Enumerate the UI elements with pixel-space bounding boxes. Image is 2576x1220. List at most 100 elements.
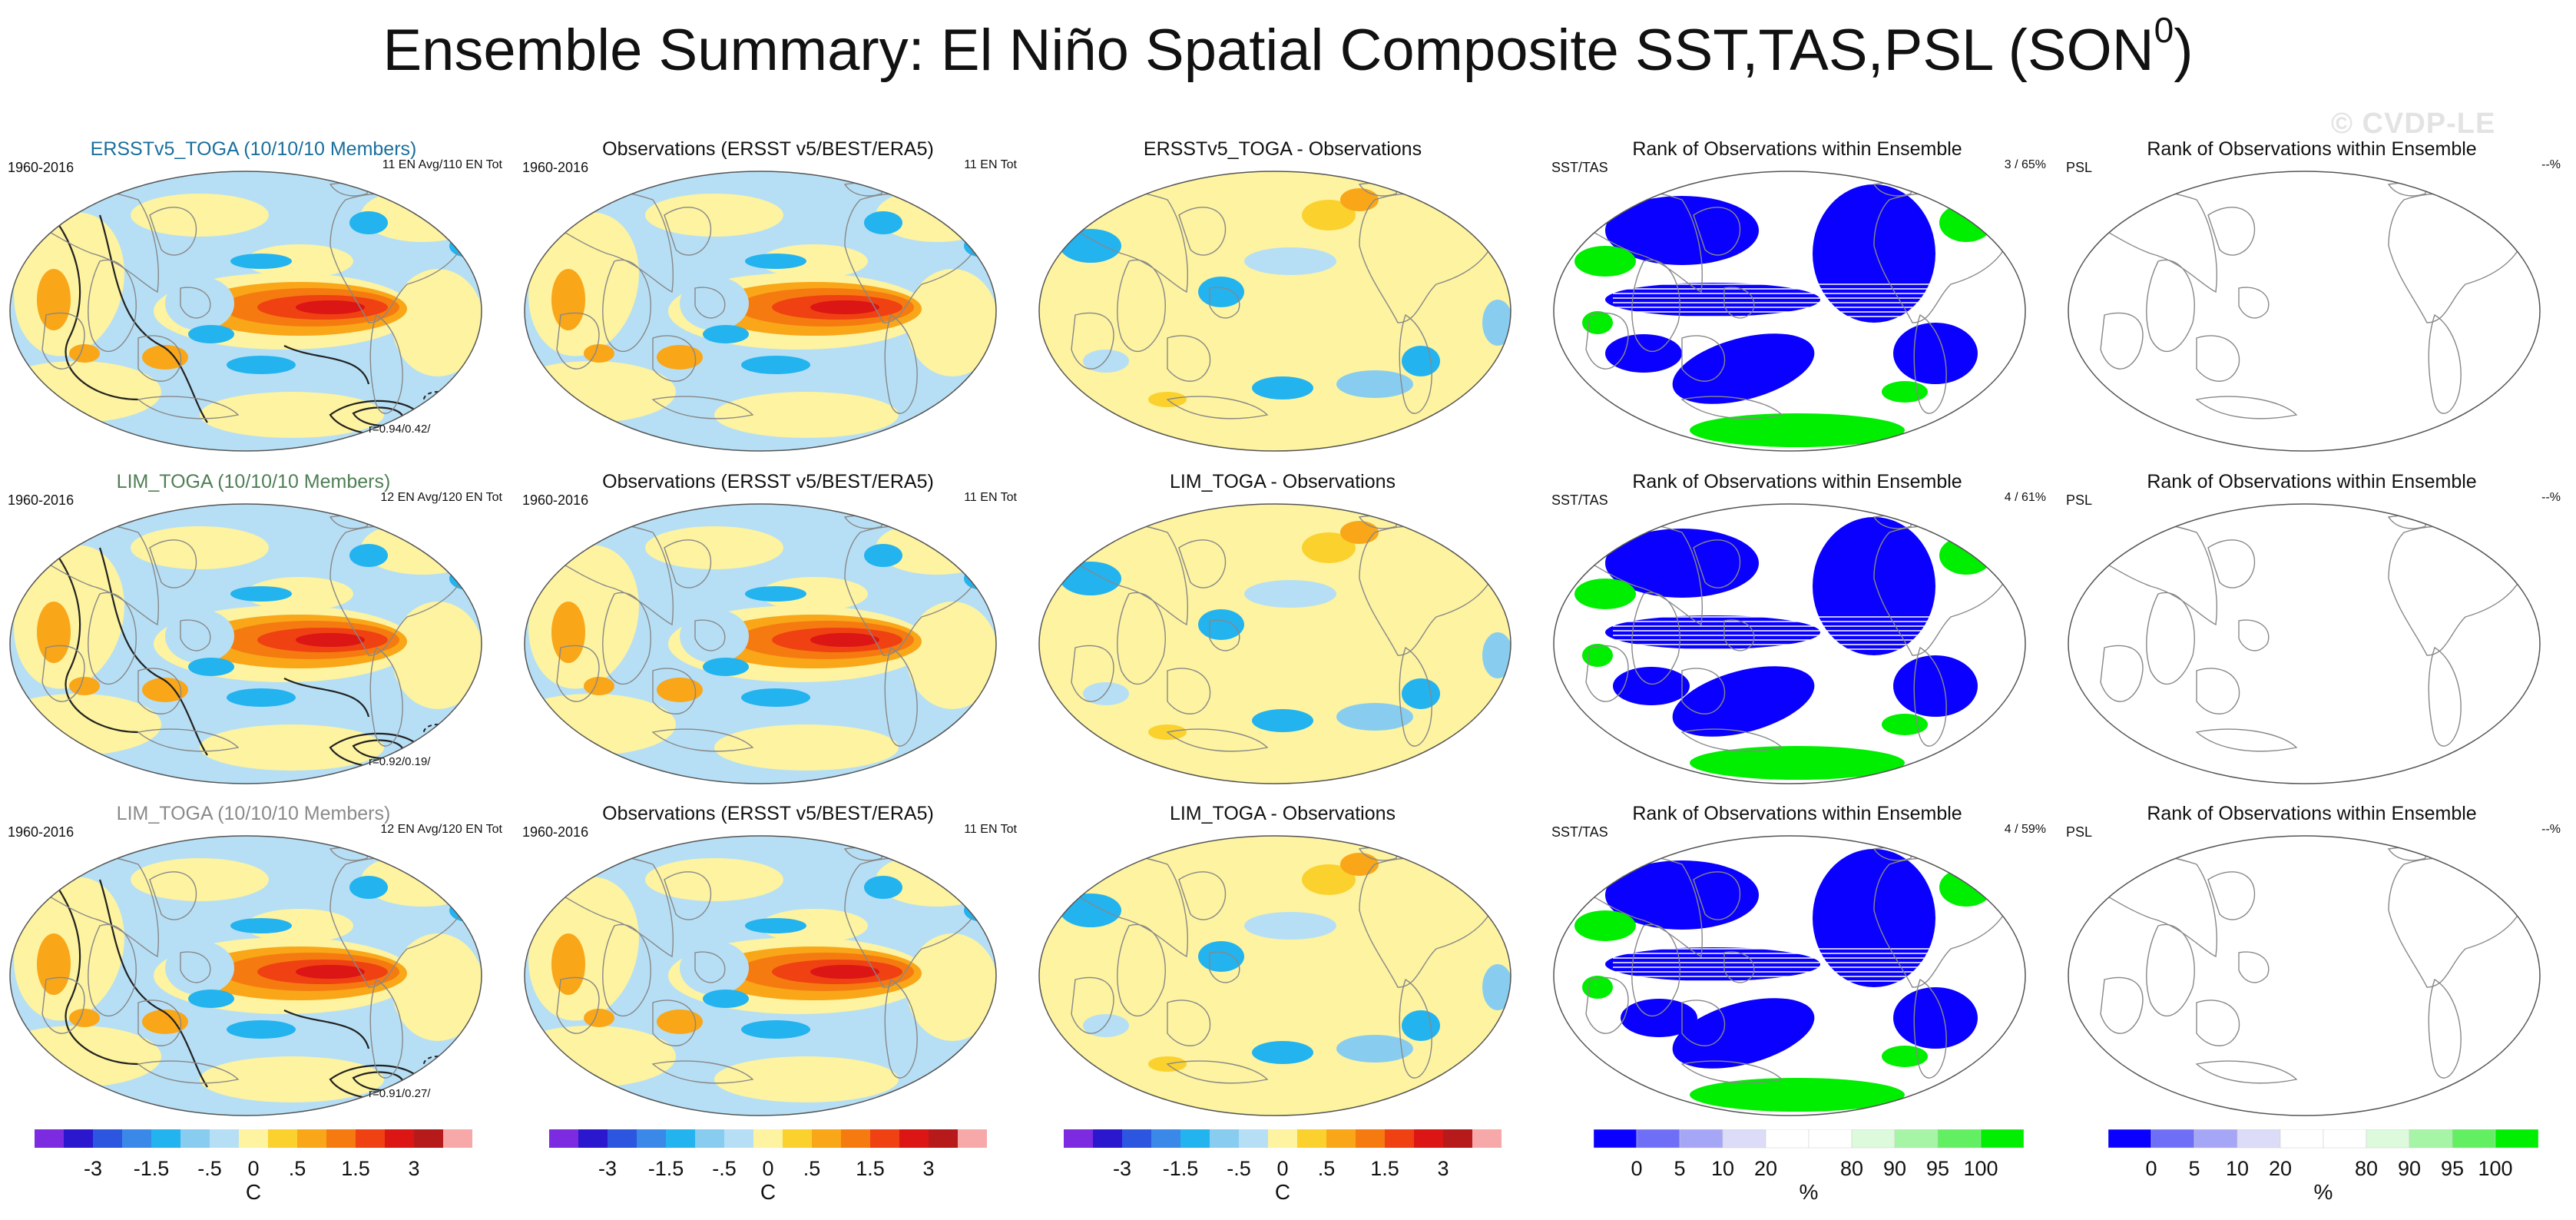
panel-right-label: 12 EN Avg/120 EN Tot bbox=[380, 823, 502, 836]
warm-region bbox=[37, 602, 71, 663]
cool-region bbox=[1244, 912, 1336, 940]
panel-r1-c5: Rank of Observations within Ensemble PSL -… bbox=[2058, 115, 2565, 452]
rank-low-region bbox=[1605, 334, 1682, 373]
rank-high-region bbox=[1582, 644, 1613, 667]
coastline bbox=[651, 396, 754, 419]
colorbar-swatch bbox=[1722, 1129, 1766, 1149]
coastline bbox=[1399, 313, 1432, 414]
map-plot bbox=[1553, 171, 2026, 452]
map-border bbox=[2068, 171, 2541, 452]
colorbar-swatch bbox=[1593, 1129, 1637, 1149]
map-border bbox=[1553, 171, 2026, 452]
coastline bbox=[137, 1000, 182, 1046]
warm-region bbox=[760, 577, 868, 611]
psl-contour bbox=[38, 864, 139, 1066]
panel-left-label: 1960-2016 bbox=[8, 160, 74, 175]
coastline bbox=[884, 313, 918, 414]
panel-r1-c3: ERSSTv5_TOGA - Observations bbox=[1029, 115, 1536, 452]
coastline bbox=[369, 313, 403, 414]
cool-region bbox=[1198, 609, 1244, 640]
colorbar-tick-label: 5 bbox=[1674, 1157, 1686, 1180]
map-field bbox=[1039, 836, 1511, 1116]
coastline bbox=[1209, 287, 1240, 319]
colorbar-swatch bbox=[1210, 1129, 1239, 1148]
panel-title: Rank of Observations within Ensemble bbox=[1632, 803, 1962, 824]
map-plot bbox=[1038, 503, 1511, 784]
cool-region bbox=[15, 221, 46, 240]
coastline bbox=[2195, 396, 2298, 419]
colorbar-tick-label: 20 bbox=[1753, 1157, 1778, 1180]
cool-region bbox=[1060, 229, 1121, 263]
coastline bbox=[1117, 592, 1166, 685]
coastline bbox=[1693, 207, 1741, 256]
warm-region bbox=[645, 194, 783, 237]
panel-r3-c3: LIM_TOGA - Observations bbox=[1029, 780, 1536, 1116]
rank-high-region bbox=[1882, 381, 1928, 403]
coastline bbox=[602, 259, 651, 353]
colorbar-swatch bbox=[783, 1129, 812, 1148]
colorbar-tick-label: 10 bbox=[1710, 1157, 1735, 1180]
cool-region bbox=[230, 586, 292, 602]
map-border bbox=[9, 171, 482, 452]
colorbar-tick-label: -1.5 bbox=[133, 1157, 170, 1180]
cool-region bbox=[680, 941, 749, 995]
rank-high-region bbox=[1939, 868, 1993, 907]
colorbar-tick-label: .5 bbox=[803, 1157, 821, 1180]
cool-region bbox=[1402, 1010, 1440, 1041]
colorbar-swatch bbox=[1385, 1129, 1414, 1148]
pattern-correlation: r=0.92/0.19/ bbox=[369, 755, 431, 768]
colorbar-tick-label: 0 bbox=[1631, 1157, 1643, 1180]
panel-title: Rank of Observations within Ensemble bbox=[2147, 138, 2477, 160]
map-field bbox=[1554, 171, 2025, 451]
coastline bbox=[884, 978, 918, 1079]
panel-r3-c1: LIM_TOGA (10/10/10 Members) 1960-2016 12 E… bbox=[0, 780, 507, 1116]
enso-tongue bbox=[296, 633, 365, 647]
coastline bbox=[2146, 923, 2195, 1017]
colorbar: -3 -1.5 -.5 0 .5 1.5 3 C bbox=[35, 1129, 472, 1204]
warm-region bbox=[142, 678, 188, 702]
cool-region bbox=[1244, 580, 1336, 608]
warm-region bbox=[69, 1009, 100, 1027]
panel-left-label: 1960-2016 bbox=[522, 824, 589, 840]
coastline bbox=[1178, 539, 1227, 588]
coastline bbox=[694, 619, 726, 651]
cool-region bbox=[1198, 941, 1244, 972]
map-plot bbox=[1553, 503, 2026, 784]
cool-region bbox=[227, 1020, 296, 1039]
cool-region bbox=[1083, 350, 1129, 373]
warm-region bbox=[142, 1009, 188, 1034]
coastline bbox=[2196, 668, 2240, 714]
rank-low-region bbox=[1621, 999, 1697, 1037]
colorbar-tick-label: 0 bbox=[2145, 1157, 2157, 1180]
cool-region bbox=[165, 277, 234, 330]
warm-region bbox=[142, 345, 188, 370]
coastline bbox=[88, 923, 137, 1017]
colorbar-swatch bbox=[1679, 1129, 1723, 1149]
coastline bbox=[41, 312, 85, 370]
colorbar: 0 5 10 20 80 90 95 100% bbox=[2107, 1129, 2539, 1204]
psl-contour bbox=[283, 345, 370, 385]
colorbar-swatch bbox=[1765, 1129, 1809, 1149]
enso-tongue bbox=[296, 300, 365, 314]
coastline bbox=[137, 335, 182, 382]
warm-region bbox=[1340, 853, 1379, 876]
coastline bbox=[1071, 312, 1114, 370]
coastline bbox=[1166, 1060, 1269, 1084]
panel-title: ERSSTv5_TOGA (10/10/10 Members) bbox=[90, 138, 417, 160]
warm-region bbox=[584, 1009, 614, 1027]
panel-r3-c2: Observations (ERSST v5/BEST/ERA5) 1960-20… bbox=[515, 780, 1021, 1116]
panel-left-label: 1960-2016 bbox=[522, 160, 589, 175]
panel-right-label: 11 EN Avg/110 EN Tot bbox=[382, 158, 502, 171]
cool-region bbox=[530, 554, 561, 572]
colorbar-swatch bbox=[899, 1129, 929, 1148]
coastline bbox=[1117, 923, 1166, 1017]
warm-region bbox=[1302, 532, 1356, 563]
map-border bbox=[1038, 503, 1511, 784]
coastline bbox=[41, 976, 85, 1034]
colorbar-swatches bbox=[549, 1129, 987, 1148]
warm-region bbox=[714, 724, 899, 771]
coastline bbox=[2238, 619, 2270, 651]
cool-region bbox=[1198, 277, 1244, 307]
panel-right-label: --% bbox=[2541, 158, 2561, 171]
map-border bbox=[1553, 835, 2026, 1116]
